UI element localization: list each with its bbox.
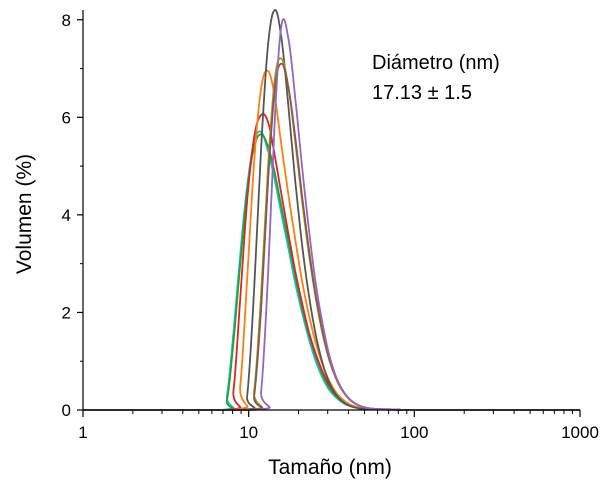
series-layer (83, 9, 580, 411)
axes-layer (82, 10, 580, 411)
y-tick-label: 4 (62, 206, 71, 225)
y-tick-label: 0 (62, 401, 71, 420)
y-tick-label: 2 (62, 303, 71, 322)
ticks-layer: 1 10 100 1000 0 2 4 6 8 (62, 11, 599, 442)
series-line-5 (83, 9, 580, 411)
x-tick-label: 10 (239, 423, 258, 442)
x-tick-label: 1 (78, 423, 87, 442)
x-tick-label: 100 (400, 423, 428, 442)
annotation-diameter-label: Diámetro (nm) (372, 52, 500, 74)
series-line-4 (83, 69, 580, 411)
series-line-6 (83, 57, 580, 411)
y-tick-label: 6 (62, 108, 71, 127)
y-axis-title: Volumen (%) (13, 154, 36, 274)
x-tick-label: 1000 (561, 423, 599, 442)
x-axis-title: Tamaño (nm) (268, 456, 392, 479)
series-line-7 (83, 62, 580, 411)
series-line-8 (83, 18, 580, 411)
y-tick-label: 8 (62, 11, 71, 30)
annotation-diameter-value: 17.13 ± 1.5 (372, 82, 472, 104)
